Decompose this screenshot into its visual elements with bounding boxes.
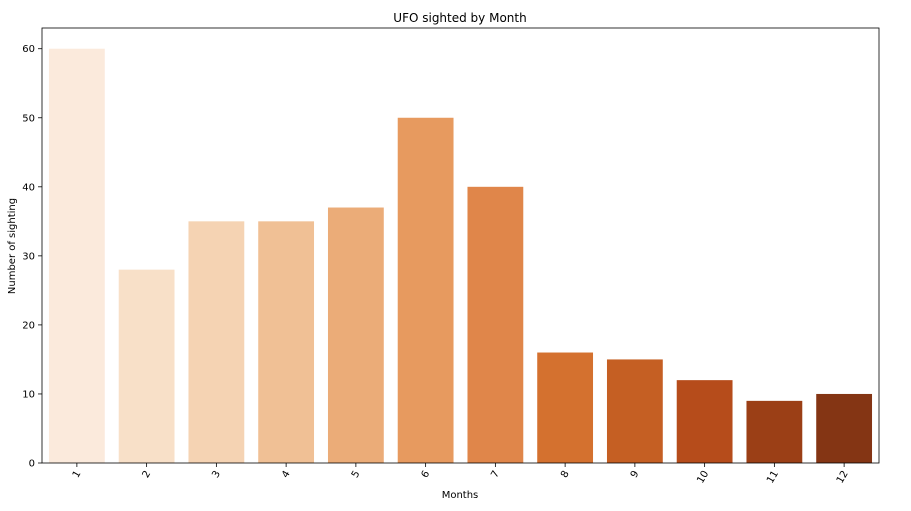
y-axis-ticks: 0 10 20 30 40 50 60 [22,44,42,470]
chart-title: UFO sighted by Month [393,11,526,25]
y-tick-label: 10 [22,389,35,400]
x-tick-label: 5 [350,469,363,480]
y-tick-label: 60 [22,44,35,55]
x-tick-label: 8 [559,469,572,480]
x-axis-label: Months [442,490,479,501]
bar-month-12 [816,393,873,463]
bars-group [48,48,873,464]
bar-month-6 [397,117,454,463]
y-tick-label: 30 [22,251,35,262]
plot-frame [41,27,880,464]
bar-month-8 [537,352,594,463]
x-tick-label: 1 [71,469,84,480]
bar-month-1 [48,48,105,463]
x-tick-label: 11 [765,469,781,486]
y-axis-label: Number of sighting [7,198,18,294]
y-tick-label: 20 [22,320,35,331]
bar-month-5 [327,207,384,463]
bar-month-4 [258,221,315,463]
x-tick-label: 6 [420,469,433,480]
x-axis-ticks: 1 2 3 4 5 6 7 8 9 10 11 12 [71,463,851,486]
x-tick-label: 10 [695,469,711,486]
bar-month-11 [746,400,803,463]
y-tick-label: 50 [22,113,35,124]
y-tick-label: 40 [22,182,35,193]
bar-month-10 [676,380,733,463]
x-tick-label: 9 [629,469,642,480]
bar-month-7 [467,186,524,464]
x-tick-label: 4 [280,469,293,480]
bar-month-9 [606,359,663,463]
x-tick-label: 12 [835,469,851,486]
y-tick-label: 0 [29,459,35,470]
x-tick-label: 2 [141,469,154,480]
x-tick-label: 3 [210,469,223,480]
x-tick-label: 7 [489,469,502,480]
bar-month-3 [188,221,245,463]
bar-month-2 [118,269,175,463]
